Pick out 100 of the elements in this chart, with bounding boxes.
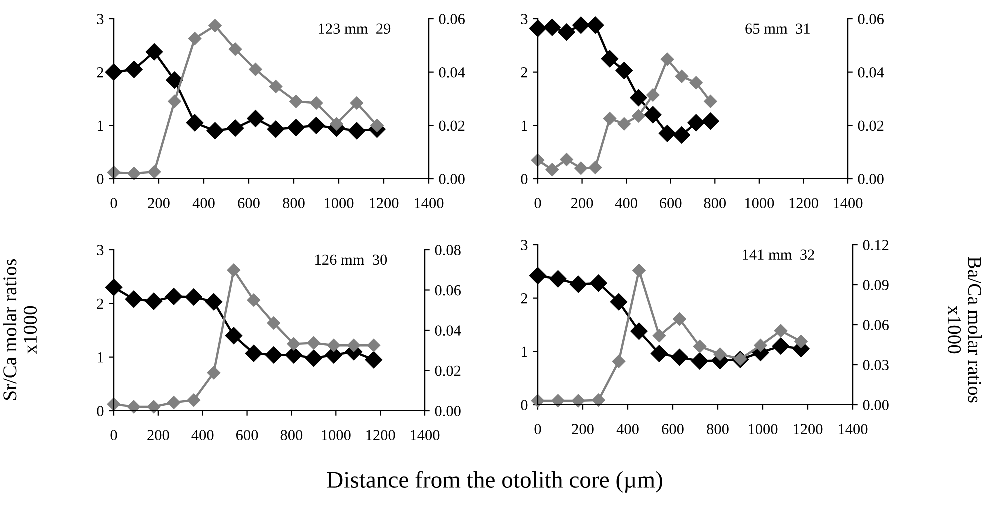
y2-tick-label: 0.00 <box>863 400 889 411</box>
x-tick-label: 600 <box>236 430 258 440</box>
y2-tick-label: 0.04 <box>439 67 466 78</box>
point <box>572 394 586 408</box>
point <box>327 339 341 352</box>
point <box>612 355 626 368</box>
y-tick-label: 2 <box>97 68 104 78</box>
point <box>228 42 242 56</box>
point <box>105 64 123 81</box>
point <box>186 114 204 132</box>
point <box>673 126 690 144</box>
point <box>125 290 143 308</box>
y-tick-label: 2 <box>97 298 104 309</box>
point <box>794 335 808 348</box>
point <box>673 312 686 326</box>
x-tick-label: 200 <box>572 424 594 434</box>
point <box>675 70 689 84</box>
point <box>610 294 628 311</box>
point <box>560 153 574 166</box>
y2-tick-label: 0.02 <box>439 120 465 132</box>
point <box>350 96 364 110</box>
y-tick-label: 0 <box>521 174 528 184</box>
x-tick-label: 1000 <box>322 430 351 440</box>
point <box>208 19 222 33</box>
x-tick-label: 1400 <box>839 424 868 434</box>
point <box>558 24 576 41</box>
x-tick-label: 1200 <box>790 198 818 208</box>
point <box>690 76 703 90</box>
y2-tick-label: 0.00 <box>439 174 465 185</box>
x-tick-label: 1400 <box>415 198 444 208</box>
x-tick-label: 600 <box>662 424 684 434</box>
point <box>287 338 301 351</box>
point <box>267 120 285 138</box>
y2-tick-label: 0.00 <box>858 174 884 185</box>
x-tick-label: 1000 <box>749 424 778 434</box>
point <box>590 274 608 292</box>
x-tick-label: 1200 <box>794 424 823 434</box>
point <box>147 400 161 414</box>
point <box>587 16 604 34</box>
point <box>588 161 602 174</box>
x-tick-label: 0 <box>110 198 118 208</box>
point <box>671 348 688 366</box>
point <box>167 396 181 410</box>
y2-axis-title: Ba/Ca molar ratios x1000 <box>948 257 982 403</box>
point <box>128 167 141 180</box>
point <box>185 288 203 306</box>
point <box>714 348 727 361</box>
x-tick-label: 800 <box>280 430 303 440</box>
x-tick-label: 0 <box>534 198 542 208</box>
point <box>546 163 559 177</box>
point <box>644 106 662 124</box>
point <box>367 339 380 352</box>
point <box>632 109 646 123</box>
point <box>207 366 221 380</box>
point <box>226 120 244 137</box>
point <box>146 44 164 61</box>
y-tick-label: 3 <box>97 14 104 24</box>
point <box>265 346 282 364</box>
point <box>187 394 201 407</box>
x-axis-title: Distance from the otolith core (µm) <box>327 471 662 493</box>
x-tick-label: 400 <box>615 198 638 208</box>
y-tick-label: 0 <box>97 174 104 184</box>
point <box>267 316 281 330</box>
point <box>603 112 617 126</box>
x-tick-label: 200 <box>148 198 170 208</box>
point <box>205 294 223 311</box>
point <box>772 338 790 355</box>
point <box>285 346 302 364</box>
y-tick-label: 0 <box>97 406 104 416</box>
x-tick-label: 600 <box>238 198 260 208</box>
point <box>188 32 202 46</box>
y-tick-label: 3 <box>521 14 528 24</box>
point <box>618 117 631 131</box>
point <box>247 294 261 307</box>
x-tick-label: 200 <box>148 430 170 440</box>
point <box>630 89 648 106</box>
x-tick-label: 800 <box>704 198 726 208</box>
x-tick-label: 1200 <box>370 198 399 208</box>
point <box>572 16 590 34</box>
point <box>702 112 720 130</box>
annotation: 65 mm 31 <box>746 24 810 34</box>
point <box>365 351 382 369</box>
y2-tick-label: 0.12 <box>863 240 889 251</box>
y-tick-label: 1 <box>98 352 104 363</box>
point <box>107 398 121 411</box>
x-tick-label: 1000 <box>745 198 774 208</box>
point <box>305 350 322 367</box>
point <box>269 80 283 94</box>
point <box>632 264 646 278</box>
y2-tick-label: 0.06 <box>858 14 884 25</box>
annotation: 126 mm 30 <box>316 254 388 266</box>
x-tick-label: 800 <box>707 424 729 434</box>
y2-tick-label: 0.06 <box>439 14 465 25</box>
y-tick-label: 2 <box>521 68 528 78</box>
point <box>145 292 163 310</box>
point <box>574 162 588 175</box>
x-tick-label: 400 <box>192 198 215 208</box>
y2-tick-label: 0.02 <box>435 366 461 376</box>
point <box>630 322 648 340</box>
y2-tick-label: 0.06 <box>863 320 889 331</box>
